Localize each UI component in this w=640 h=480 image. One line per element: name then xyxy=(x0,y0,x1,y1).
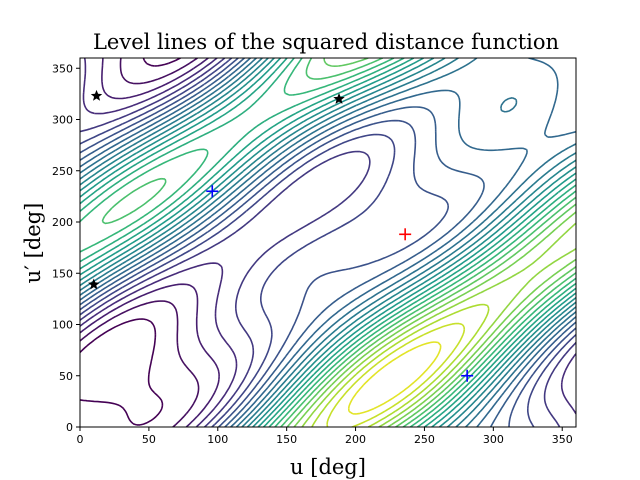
x-tick-label: 50 xyxy=(142,433,156,446)
star-marker xyxy=(333,93,345,104)
contour-lines xyxy=(80,58,576,427)
x-tick-label: 200 xyxy=(345,433,366,446)
contour-level-line xyxy=(80,58,576,427)
contour-level-line xyxy=(301,222,576,427)
y-tick-label: 0 xyxy=(66,421,73,434)
y-tick-label: 250 xyxy=(52,165,73,178)
x-axis-label: u [deg] xyxy=(290,455,366,479)
contour-level-line xyxy=(293,211,576,427)
y-tick-label: 350 xyxy=(52,62,73,75)
contour-level-line xyxy=(80,58,181,426)
x-tick-label: 0 xyxy=(77,433,84,446)
plus-marker xyxy=(206,185,219,198)
contour-level-line xyxy=(80,58,576,427)
y-tick-label: 50 xyxy=(59,370,73,383)
contour-level-line xyxy=(80,58,576,427)
contour-level-line xyxy=(326,322,466,427)
plus-marker xyxy=(461,369,474,382)
y-axis-label: u′ [deg] xyxy=(21,203,45,284)
contour-level-line xyxy=(80,58,576,427)
x-tick-label: 300 xyxy=(483,433,504,446)
contour-level-line xyxy=(80,58,576,427)
plus-marker xyxy=(399,228,412,241)
markers xyxy=(88,89,474,382)
contour-level-line xyxy=(80,58,576,427)
star-marker xyxy=(88,278,100,290)
contour-level-line xyxy=(286,58,576,427)
x-tick-label: 250 xyxy=(414,433,435,446)
contour-level-line xyxy=(80,58,200,427)
x-tick-label: 150 xyxy=(276,433,297,446)
star-marker xyxy=(90,89,103,101)
chart-title: Level lines of the squared distance func… xyxy=(93,30,559,54)
y-tick-label: 200 xyxy=(52,216,73,229)
y-tick-label: 150 xyxy=(52,267,73,280)
contour-level-line xyxy=(80,58,576,427)
x-tick-label: 100 xyxy=(207,433,228,446)
contour-level-line xyxy=(80,58,576,427)
x-tick-label: 350 xyxy=(552,433,573,446)
x-axis-ticks: 0 50 100 150 200 250 300 350 xyxy=(77,427,573,446)
contour-level-line xyxy=(347,341,442,415)
contour-level-line xyxy=(101,58,576,427)
plot-frame xyxy=(79,57,577,428)
contour-level-line xyxy=(311,303,490,427)
y-tick-label: 300 xyxy=(52,114,73,127)
y-axis-ticks: 0 50 100 150 200 250 300 350 xyxy=(52,62,80,434)
contour-level-line xyxy=(80,58,220,427)
y-tick-label: 100 xyxy=(52,319,73,332)
